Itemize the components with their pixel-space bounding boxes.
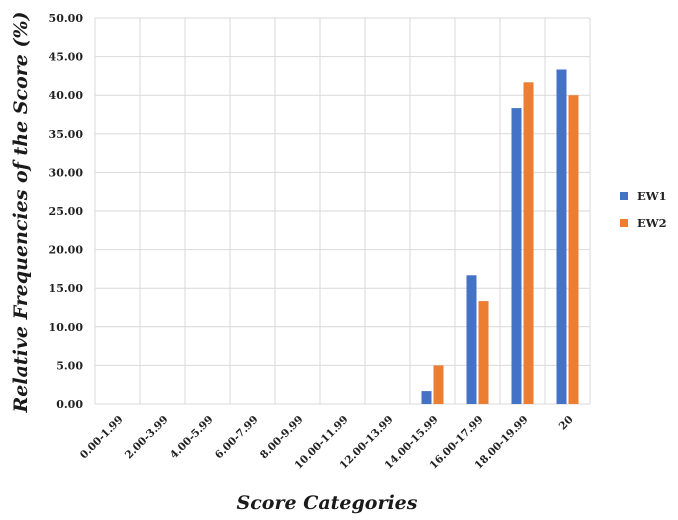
x-tick-label: 4.00-5.99 (168, 414, 216, 462)
y-tick-label: 40.00 (49, 89, 84, 102)
x-tick-label: 20 (557, 414, 576, 433)
y-tick-label: 10.00 (49, 321, 84, 334)
legend: EW1 EW2 (620, 189, 667, 230)
y-tick-label: 50.00 (49, 12, 84, 25)
y-axis-title: Relative Frequencies of the Score (%) (10, 11, 32, 413)
bar-ew2-20 (568, 95, 579, 404)
y-tick-label: 15.00 (49, 282, 84, 295)
bar-ew1-14.00-15.99 (421, 391, 432, 404)
bar-ew1-20 (556, 69, 567, 404)
y-tick-label: 25.00 (49, 205, 84, 218)
x-axis-ticks: 0.00-1.992.00-3.994.00-5.996.00-7.998.00… (78, 414, 576, 472)
x-tick-label: 8.00-9.99 (258, 414, 306, 462)
x-axis-title: Score Categories (237, 492, 418, 514)
y-tick-label: 20.00 (49, 244, 84, 257)
grid (94, 17, 591, 405)
x-tick-label: 0.00-1.99 (78, 414, 126, 462)
y-tick-label: 30.00 (49, 166, 84, 179)
bar-ew2-16.00-17.99 (478, 301, 489, 404)
x-tick-label: 2.00-3.99 (123, 414, 171, 462)
bar-ew2-14.00-15.99 (433, 365, 444, 404)
bar-ew1-18.00-19.99 (511, 108, 522, 404)
legend-label-ew1: EW1 (637, 189, 667, 203)
bars (421, 69, 579, 404)
y-tick-label: 5.00 (56, 359, 83, 372)
x-tick-label: 6.00-7.99 (213, 414, 261, 462)
y-axis-ticks: 0.00 5.00 10.00 15.00 20.00 25.00 30.00 35.00 40… (49, 12, 84, 411)
legend-label-ew2: EW2 (637, 216, 667, 230)
y-tick-label: 0.00 (56, 398, 83, 411)
legend-swatch-ew2 (620, 219, 628, 227)
bar-ew2-18.00-19.99 (523, 82, 534, 404)
y-tick-label: 35.00 (49, 128, 84, 141)
bar-ew1-16.00-17.99 (466, 275, 477, 404)
y-tick-label: 45.00 (49, 51, 84, 64)
legend-swatch-ew1 (620, 192, 628, 200)
